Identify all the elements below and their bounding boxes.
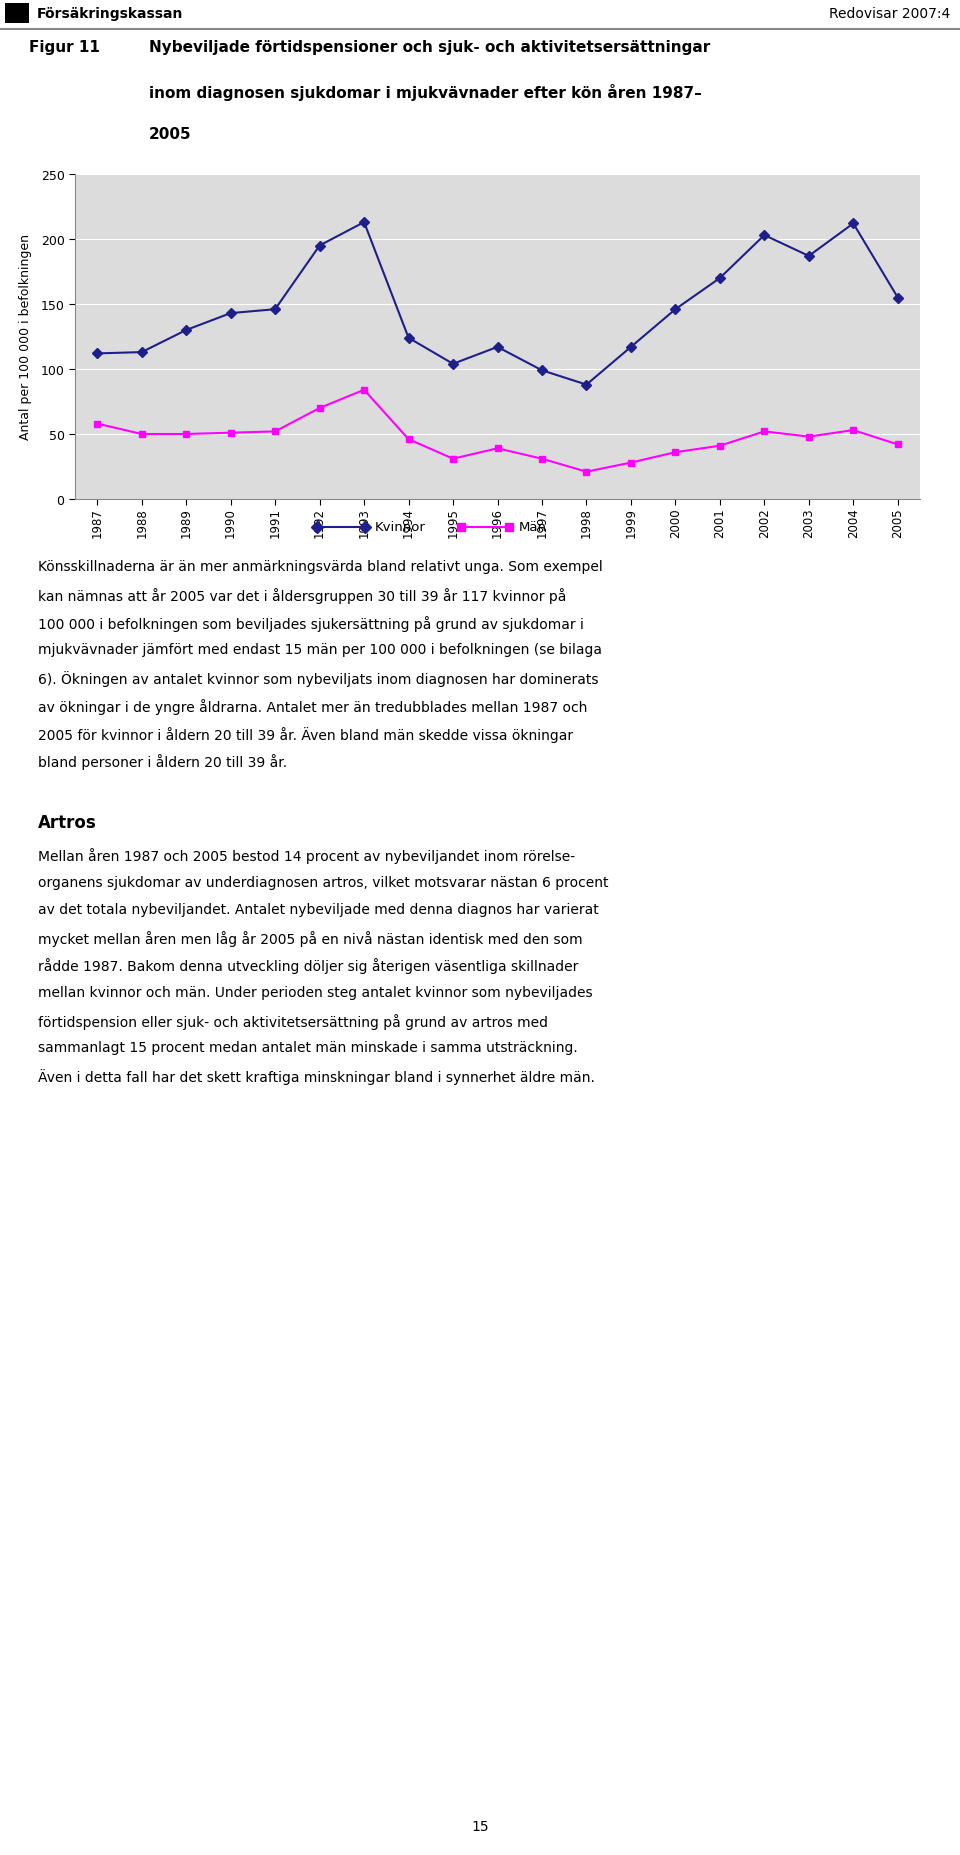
Bar	[5, 4, 29, 24]
Text: av ökningar i de yngre åldrarna. Antalet mer än tredubblades mellan 1987 och: av ökningar i de yngre åldrarna. Antalet…	[38, 699, 588, 714]
Text: bland personer i åldern 20 till 39 år.: bland personer i åldern 20 till 39 år.	[38, 753, 288, 770]
Text: 2005 för kvinnor i åldern 20 till 39 år. Även bland män skedde vissa ökningar: 2005 för kvinnor i åldern 20 till 39 år.…	[38, 727, 573, 742]
Text: mjukvävnader jämfört med endast 15 män per 100 000 i befolkningen (se bilaga: mjukvävnader jämfört med endast 15 män p…	[38, 644, 603, 657]
Text: Redovisar 2007:4: Redovisar 2007:4	[829, 7, 950, 20]
Text: Även i detta fall har det skett kraftiga minskningar bland i synnerhet äldre män: Även i detta fall har det skett kraftiga…	[38, 1068, 595, 1085]
Text: Figur 11: Figur 11	[29, 41, 100, 56]
Text: mycket mellan åren men låg år 2005 på en nivå nästan identisk med den som: mycket mellan åren men låg år 2005 på en…	[38, 931, 583, 946]
Text: rådde 1987. Bakom denna utveckling döljer sig återigen väsentliga skillnader: rådde 1987. Bakom denna utveckling dölje…	[38, 957, 579, 974]
Text: 2005: 2005	[149, 126, 191, 141]
Text: 15: 15	[471, 1820, 489, 1833]
Text: Män: Män	[518, 521, 546, 534]
Text: sammanlagt 15 procent medan antalet män minskade i samma utsträckning.: sammanlagt 15 procent medan antalet män …	[38, 1041, 578, 1055]
Y-axis label: Antal per 100 000 i befolkningen: Antal per 100 000 i befolkningen	[19, 234, 33, 440]
Text: Nybeviljade förtidspensioner och sjuk- och aktivitetsersättningar: Nybeviljade förtidspensioner och sjuk- o…	[149, 41, 710, 56]
Text: 100 000 i befolkningen som beviljades sjukersättning på grund av sjukdomar i: 100 000 i befolkningen som beviljades sj…	[38, 616, 585, 631]
Text: 6). Ökningen av antalet kvinnor som nybeviljats inom diagnosen har dominerats: 6). Ökningen av antalet kvinnor som nybe…	[38, 672, 599, 686]
Text: Kvinnor: Kvinnor	[374, 521, 425, 534]
Text: Försäkringskassan: Försäkringskassan	[36, 7, 182, 20]
Text: kan nämnas att år 2005 var det i åldersgruppen 30 till 39 år 117 kvinnor på: kan nämnas att år 2005 var det i åldersg…	[38, 588, 566, 603]
Text: organens sjukdomar av underdiagnosen artros, vilket motsvarar nästan 6 procent: organens sjukdomar av underdiagnosen art…	[38, 876, 609, 889]
Text: förtidspension eller sjuk- och aktivitetsersättning på grund av artros med: förtidspension eller sjuk- och aktivitet…	[38, 1013, 548, 1030]
Text: Mellan åren 1987 och 2005 bestod 14 procent av nybeviljandet inom rörelse-: Mellan åren 1987 och 2005 bestod 14 proc…	[38, 848, 576, 863]
Text: Artros: Artros	[38, 812, 97, 831]
Text: Könsskillnaderna är än mer anmärkningsvärda bland relativt unga. Som exempel: Könsskillnaderna är än mer anmärkningsvä…	[38, 560, 603, 573]
Text: mellan kvinnor och män. Under perioden steg antalet kvinnor som nybeviljades: mellan kvinnor och män. Under perioden s…	[38, 985, 593, 1000]
Text: inom diagnosen sjukdomar i mjukvävnader efter kön åren 1987–: inom diagnosen sjukdomar i mjukvävnader …	[149, 83, 702, 100]
Text: av det totala nybeviljandet. Antalet nybeviljade med denna diagnos har varierat: av det totala nybeviljandet. Antalet nyb…	[38, 903, 599, 916]
